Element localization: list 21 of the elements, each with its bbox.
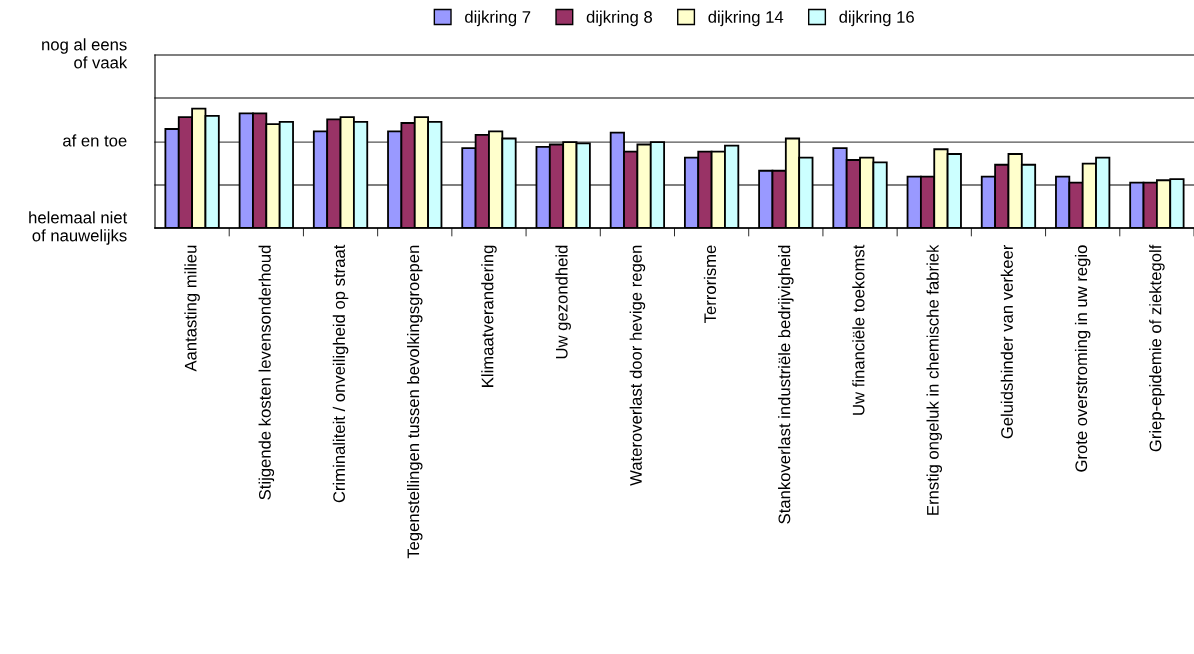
legend-label: dijkring 7 [465,10,531,27]
ref-line-label: helemaal niet of nauwelijks [29,211,128,245]
x-tick-label: Terrorisme [703,245,717,323]
x-tick-label: Wateroverlast door hevige regen [629,245,646,486]
x-tick-label: Geluidshinder van verkeer [1000,244,1013,439]
ref-line-label: af en toe [63,134,127,147]
x-tick-label: Stankoverlast industriële bedrijvigheid [778,245,794,524]
ref-line-label: nog al eens of vaak [42,38,128,69]
legend-label: dijkring 8 [586,10,653,27]
x-tick-label: Uw financiële toekomst [852,244,865,415]
x-tick-label: Stijgende kosten levensonderhoud [258,245,275,500]
x-tick-label: Aantasting milieu [184,245,200,372]
x-tick-label: Grote overstroming in uw regio [1074,245,1091,472]
x-tick-label: Tegenstellingen tussen bevolkingsgroepen [406,245,423,559]
x-tick-label: Uw gezondheid [555,245,571,359]
x-tick-label: Ernstig ongeluk in chemische fabriek [926,244,943,515]
x-tick-label: Griep-epidemie of ziektegolf [1149,244,1165,452]
legend-label: dijkring 16 [839,10,914,27]
legend-label: dijkring 14 [708,10,784,27]
x-tick-label: Klimaatverandering [481,245,497,387]
x-tick-label: Criminaliteit / onveiligheid op straat [332,244,349,503]
